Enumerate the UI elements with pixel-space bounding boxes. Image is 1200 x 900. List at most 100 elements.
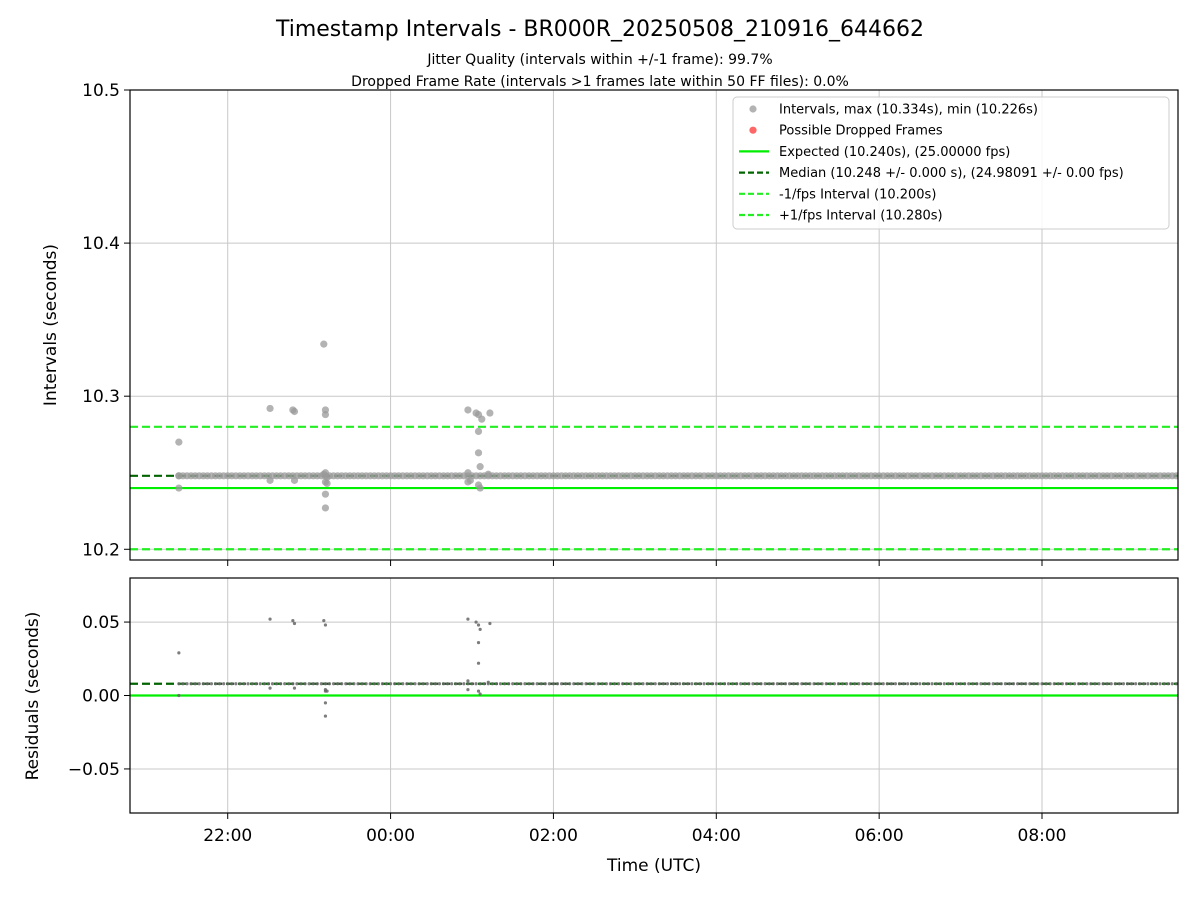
baseline-point bbox=[718, 682, 722, 686]
baseline-point bbox=[397, 682, 401, 686]
baseline-point bbox=[254, 682, 258, 686]
baseline-point bbox=[844, 682, 849, 686]
baseline-point bbox=[364, 682, 368, 686]
baseline-point bbox=[555, 682, 560, 686]
baseline-point bbox=[930, 682, 934, 686]
baseline-point bbox=[242, 682, 246, 686]
baseline-point bbox=[1113, 682, 1117, 686]
baseline-point bbox=[608, 682, 613, 686]
baseline-point bbox=[669, 682, 674, 686]
intervals-panel: 10.2 10.3 10.4 10.5 Intervals (seconds) Int… bbox=[41, 81, 1179, 566]
data-point bbox=[321, 490, 330, 498]
data-point bbox=[323, 701, 328, 705]
baseline-point bbox=[327, 682, 332, 686]
baseline-point bbox=[853, 682, 857, 686]
baseline-point bbox=[1109, 682, 1113, 686]
x-tick-label: 00:00 bbox=[366, 826, 415, 846]
baseline-point bbox=[682, 682, 686, 686]
baseline-point bbox=[494, 682, 499, 686]
baseline-point bbox=[429, 682, 433, 686]
baseline-point bbox=[881, 682, 885, 686]
baseline-point bbox=[1081, 682, 1085, 686]
baseline-point bbox=[645, 682, 649, 686]
baseline-point bbox=[336, 682, 340, 686]
baseline-point bbox=[629, 682, 633, 686]
baseline-point bbox=[995, 682, 999, 686]
baseline-point bbox=[201, 682, 205, 686]
baseline-point bbox=[213, 682, 218, 686]
x-tick-label: 08:00 bbox=[1018, 826, 1067, 846]
baseline-point bbox=[914, 682, 918, 686]
baseline-point bbox=[637, 682, 641, 686]
baseline-point bbox=[421, 682, 425, 686]
baseline-point bbox=[812, 682, 816, 686]
baseline-point bbox=[580, 682, 584, 686]
baseline-point bbox=[755, 682, 759, 686]
y-tick-label: 0.00 bbox=[82, 687, 120, 707]
baseline-point bbox=[991, 682, 995, 686]
baseline-point bbox=[230, 682, 234, 686]
baseline-point bbox=[775, 682, 779, 686]
data-point bbox=[266, 476, 274, 484]
baseline-point bbox=[413, 682, 417, 686]
data-point bbox=[322, 618, 326, 623]
baseline-point bbox=[543, 682, 547, 686]
data-point bbox=[290, 476, 299, 484]
baseline-point bbox=[246, 682, 250, 686]
legend-entry-label: Median (10.248 +/- 0.000 s), (24.98091 +… bbox=[779, 166, 1124, 181]
baseline-point bbox=[600, 682, 604, 686]
baseline-point bbox=[299, 682, 303, 686]
baseline-point bbox=[266, 682, 271, 686]
baseline-point bbox=[291, 682, 295, 686]
baseline-point bbox=[250, 682, 254, 686]
baseline-point bbox=[1146, 682, 1150, 686]
data-point bbox=[474, 427, 483, 436]
baseline-point bbox=[360, 682, 364, 686]
data-point bbox=[478, 415, 486, 423]
baseline-point bbox=[1036, 682, 1040, 686]
baseline-point bbox=[572, 682, 576, 686]
data-point bbox=[268, 686, 272, 690]
residuals-panel: −0.05 0.00 0.05 22:00 00:00 02:00 04:00 06:00 08… bbox=[23, 577, 1179, 876]
baseline-point bbox=[726, 682, 731, 686]
intervals-axes-frame bbox=[129, 89, 1179, 561]
baseline-point bbox=[470, 682, 474, 686]
baseline-point bbox=[763, 682, 767, 686]
baseline-point bbox=[441, 682, 446, 686]
figure-title: Timestamp Intervals - BR000R_20250508_21… bbox=[275, 17, 924, 42]
baseline-point bbox=[686, 682, 690, 686]
baseline-point bbox=[315, 682, 319, 686]
data-point bbox=[292, 686, 297, 690]
baseline-point bbox=[507, 682, 511, 686]
baseline-point bbox=[222, 682, 226, 686]
data-point bbox=[478, 692, 482, 696]
baseline-point bbox=[816, 682, 820, 686]
data-point bbox=[291, 618, 295, 623]
baseline-point bbox=[735, 682, 739, 686]
baseline-point bbox=[283, 682, 287, 686]
baseline-point bbox=[388, 682, 393, 686]
baseline-point bbox=[417, 682, 421, 686]
data-point bbox=[321, 410, 330, 419]
baseline-point bbox=[616, 682, 621, 686]
data-point bbox=[323, 479, 331, 488]
baseline-point bbox=[1011, 682, 1016, 686]
x-tick-label: 06:00 bbox=[855, 826, 904, 846]
baseline-point bbox=[747, 682, 751, 686]
intervals-y-axis-label: Intervals (seconds) bbox=[41, 244, 61, 406]
baseline-point bbox=[568, 682, 572, 686]
baseline-point bbox=[849, 682, 853, 686]
baseline-point bbox=[779, 682, 784, 686]
baseline-point bbox=[857, 682, 861, 686]
baseline-point bbox=[926, 682, 930, 686]
baseline-point bbox=[401, 682, 405, 686]
baseline-point bbox=[808, 682, 812, 686]
residuals-ticks: −0.05 0.00 0.05 22:00 00:00 02:00 04:00 06:00 08… bbox=[68, 613, 1067, 846]
baseline-point bbox=[649, 682, 653, 686]
jitter-quality-subtitle: Jitter Quality (intervals within +/-1 fr… bbox=[426, 52, 772, 68]
baseline-point bbox=[665, 682, 670, 686]
baseline-point bbox=[502, 682, 507, 686]
x-tick-label: 02:00 bbox=[529, 826, 578, 846]
baseline-point bbox=[641, 682, 645, 686]
